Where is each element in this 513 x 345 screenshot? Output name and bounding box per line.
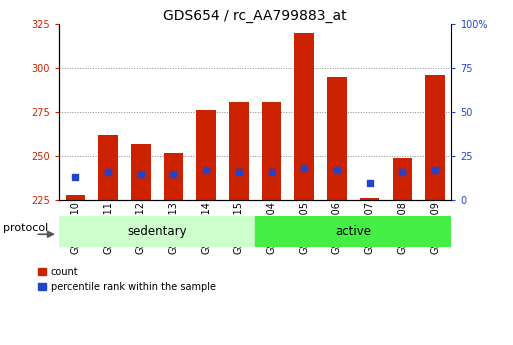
Point <box>267 169 275 175</box>
Bar <box>98 135 118 200</box>
Point <box>169 171 177 177</box>
Bar <box>392 158 412 200</box>
Title: GDS654 / rc_AA799883_at: GDS654 / rc_AA799883_at <box>164 9 347 23</box>
Point <box>431 167 439 173</box>
Bar <box>66 195 85 200</box>
Text: active: active <box>336 225 371 238</box>
Point <box>104 169 112 175</box>
Bar <box>164 152 183 200</box>
Bar <box>262 101 281 200</box>
Bar <box>294 33 314 200</box>
Point <box>366 180 374 185</box>
Bar <box>327 77 347 200</box>
Bar <box>425 75 445 200</box>
Bar <box>255 216 451 247</box>
Bar <box>360 198 380 200</box>
Bar <box>131 144 150 200</box>
Point <box>235 169 243 175</box>
Point <box>202 167 210 173</box>
Point <box>71 175 80 180</box>
Bar <box>196 110 216 200</box>
Point <box>300 166 308 171</box>
Text: sedentary: sedentary <box>127 225 187 238</box>
Point <box>136 171 145 177</box>
Point <box>333 167 341 173</box>
Legend: count, percentile rank within the sample: count, percentile rank within the sample <box>38 267 216 292</box>
Text: protocol: protocol <box>3 223 48 233</box>
Bar <box>229 101 249 200</box>
Bar <box>59 216 255 247</box>
Point <box>398 169 406 175</box>
